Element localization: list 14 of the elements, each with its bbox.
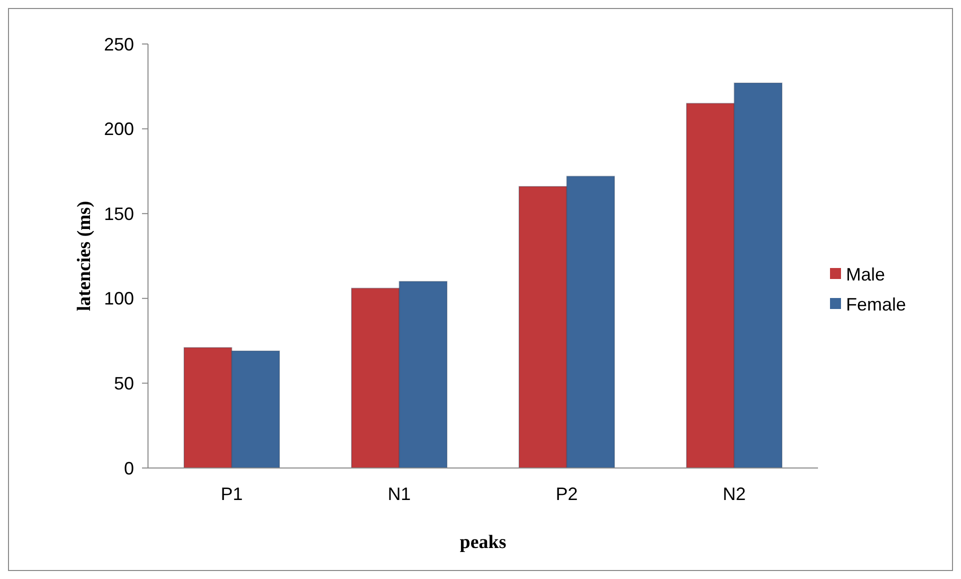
y-tick-label: 250 xyxy=(104,34,134,54)
x-tick-label: N1 xyxy=(388,484,411,504)
y-tick-label: 50 xyxy=(114,374,134,394)
x-tick-label: P2 xyxy=(556,484,578,504)
y-tick-label: 0 xyxy=(124,458,134,478)
x-tick-label: P1 xyxy=(220,484,243,504)
legend-label: Female xyxy=(846,294,906,314)
y-tick-label: 200 xyxy=(104,119,134,140)
y-tick-label: 100 xyxy=(104,288,134,309)
x-axis-title: peaks xyxy=(460,532,506,553)
y-axis-title: latencies (ms) xyxy=(74,200,95,312)
x-tick-label: N2 xyxy=(722,484,746,504)
legend-label: Male xyxy=(846,264,886,284)
y-tick-label: 150 xyxy=(104,204,134,224)
